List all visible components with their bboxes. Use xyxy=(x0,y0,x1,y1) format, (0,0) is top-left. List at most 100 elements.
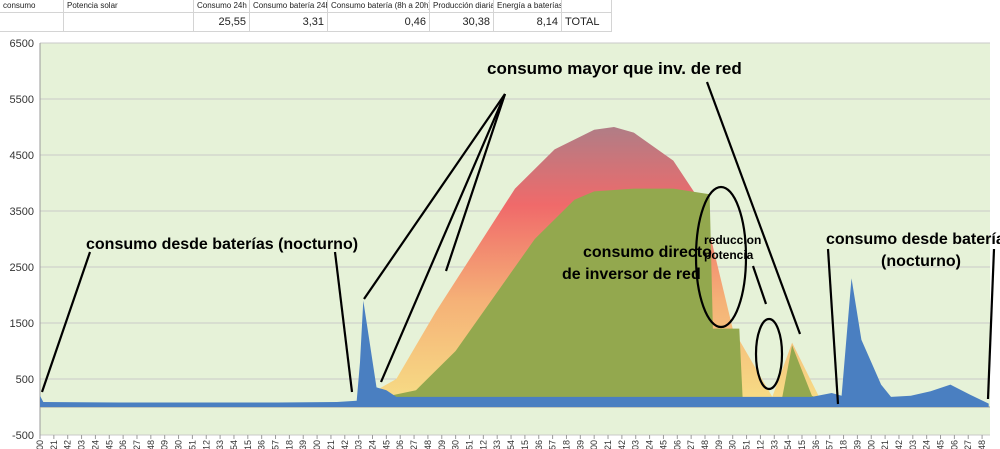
pointer-line xyxy=(986,248,996,400)
x-tick-label: 18:54 xyxy=(783,440,793,449)
annotation-reduccion-line2: potencia xyxy=(704,248,754,262)
x-tick-label: 18:33 xyxy=(769,440,779,449)
x-tick-label: 6:18 xyxy=(284,440,294,449)
x-tick-label: 15:03 xyxy=(631,440,641,449)
y-tick-label: 5500 xyxy=(10,94,34,106)
x-tick-label: 13:39 xyxy=(575,440,585,449)
pointer-line xyxy=(40,251,92,393)
pointer-line xyxy=(826,248,840,405)
annotation-baterias-right-line2: (nocturno) xyxy=(881,253,961,270)
x-tick-label: 16:48 xyxy=(700,440,710,449)
y-tick-label: 1500 xyxy=(10,318,34,330)
value-cell-consumo-bateria-8h-20h[interactable]: 0,46 xyxy=(328,13,430,32)
annotation-baterias-right-line1: consumo desde baterías xyxy=(826,231,1000,248)
value-cell-produccion-diaria[interactable]: 30,38 xyxy=(430,13,494,32)
x-tick-label: 14:42 xyxy=(617,440,627,449)
pointer-line xyxy=(444,93,507,272)
x-tick-label: 6:39 xyxy=(298,440,308,449)
pointer-line xyxy=(379,93,507,383)
x-tick-label: 11:12 xyxy=(478,440,488,449)
header-cell-consumo[interactable]: consumo xyxy=(0,0,64,13)
x-tick-label: 10:51 xyxy=(465,440,475,449)
direct-inverter-area xyxy=(376,188,822,407)
pointer-line xyxy=(705,81,802,335)
x-tick-label: 4:12 xyxy=(201,440,211,449)
x-tick-label: 12:15 xyxy=(520,440,530,449)
x-tick-label: 22:24 xyxy=(922,440,932,449)
x-tick-label: 16:27 xyxy=(686,440,696,449)
x-tick-label: 21:42 xyxy=(894,440,904,449)
x-tick-label: 14:21 xyxy=(603,440,613,449)
value-cell-total[interactable]: TOTAL xyxy=(562,13,612,32)
x-tick-label: 3:09 xyxy=(160,440,170,449)
x-tick-label: 4:54 xyxy=(229,440,239,449)
x-tick-label: 13:18 xyxy=(562,440,572,449)
annotations: consumo mayor que inv. de red consumo de… xyxy=(86,59,1000,283)
value-cell-energia-baterias[interactable]: 8,14 xyxy=(494,13,562,32)
x-tick-label: 14:00 xyxy=(589,440,599,449)
x-tick-label: 10:30 xyxy=(451,440,461,449)
x-tick-label: 8:03 xyxy=(354,440,364,449)
x-tick-label: 2:48 xyxy=(146,440,156,449)
header-cell-energia-baterias[interactable]: Energía a baterías xyxy=(494,0,562,13)
spreadsheet-header: consumo Potencia solar Consumo 24h Consu… xyxy=(0,0,1000,34)
value-cell-consumo-bateria-24h[interactable]: 3,31 xyxy=(250,13,328,32)
x-tick-label: 3:30 xyxy=(174,440,184,449)
annotation-consumo-mayor: consumo mayor que inv. de red xyxy=(487,59,742,78)
x-tick-label: 5:57 xyxy=(271,440,281,449)
x-tick-label: 17:51 xyxy=(742,440,752,449)
header-cell-empty[interactable] xyxy=(562,0,612,13)
header-cell-potencia-solar[interactable]: Potencia solar xyxy=(64,0,194,13)
x-axis-ticks: 0:00 0:21 0:42 1:03 1:24 1:45 2:06 2:27 2:48 3:09… xyxy=(35,435,987,449)
x-tick-label: 2:06 xyxy=(118,440,128,449)
y-tick-label: 4500 xyxy=(10,150,34,162)
y-tick-label: 2500 xyxy=(10,262,34,274)
x-tick-label: 11:33 xyxy=(492,440,502,449)
x-tick-label: 7:21 xyxy=(326,440,336,449)
x-tick-label: 5:36 xyxy=(257,440,267,449)
value-cell-empty[interactable] xyxy=(0,13,64,32)
x-tick-label: 19:36 xyxy=(811,440,821,449)
x-tick-label: 9:27 xyxy=(409,440,419,449)
header-cell-consumo-24h[interactable]: Consumo 24h xyxy=(194,0,250,13)
x-tick-label: 4:33 xyxy=(215,440,225,449)
annotation-pointers xyxy=(40,81,996,405)
header-cell-consumo-bateria-8h-20h[interactable]: Consumo batería (8h a 20h) xyxy=(328,0,430,13)
x-tick-label: 12:36 xyxy=(534,440,544,449)
x-tick-label: 16:06 xyxy=(672,440,682,449)
annotation-directo-line1: consumo directo xyxy=(583,244,712,261)
x-tick-label: 9:48 xyxy=(423,440,433,449)
x-tick-label: 17:09 xyxy=(714,440,724,449)
x-tick-label: 3:51 xyxy=(187,440,197,449)
x-tick-label: 15:24 xyxy=(645,440,655,449)
x-tick-label: 9:06 xyxy=(395,440,405,449)
y-tick-label: -500 xyxy=(12,430,34,442)
x-tick-label: 10:09 xyxy=(437,440,447,449)
highlight-ellipse-reduccion xyxy=(694,185,748,329)
x-tick-label: 12:57 xyxy=(548,440,558,449)
x-tick-label: 5:15 xyxy=(243,440,253,449)
x-tick-label: 1:03 xyxy=(77,440,87,449)
header-cell-consumo-bateria-24h[interactable]: Consumo batería 24h xyxy=(250,0,328,13)
x-tick-label: 15:45 xyxy=(658,440,668,449)
y-tick-label: 3500 xyxy=(10,206,34,218)
x-tick-label: 0:21 xyxy=(49,440,59,449)
pointer-line xyxy=(333,251,354,393)
x-tick-label: 8:45 xyxy=(381,440,391,449)
y-axis-ticks: -500 500 1500 2500 3500 4500 5500 6500 xyxy=(10,38,34,442)
highlight-ellipse-reduccion-small xyxy=(754,317,784,391)
x-tick-label: 1:24 xyxy=(90,440,100,449)
annotation-baterias-nocturno-left: consumo desde baterías (nocturno) xyxy=(86,236,358,253)
value-cell-consumo-24h[interactable]: 25,55 xyxy=(194,13,250,32)
x-tick-label: 8:24 xyxy=(368,440,378,449)
annotation-reduccion-line1: reduccion xyxy=(704,233,761,247)
x-tick-label: 11:54 xyxy=(506,440,516,449)
value-cell-empty[interactable] xyxy=(64,13,194,32)
chart-series xyxy=(40,127,989,407)
x-tick-label: 23:06 xyxy=(949,440,959,449)
x-tick-label: 2:27 xyxy=(132,440,142,449)
header-cell-produccion-diaria[interactable]: Producción diaria xyxy=(430,0,494,13)
pointer-line xyxy=(363,93,506,300)
y-tick-label: 500 xyxy=(16,374,34,386)
x-tick-label: 20:39 xyxy=(852,440,862,449)
